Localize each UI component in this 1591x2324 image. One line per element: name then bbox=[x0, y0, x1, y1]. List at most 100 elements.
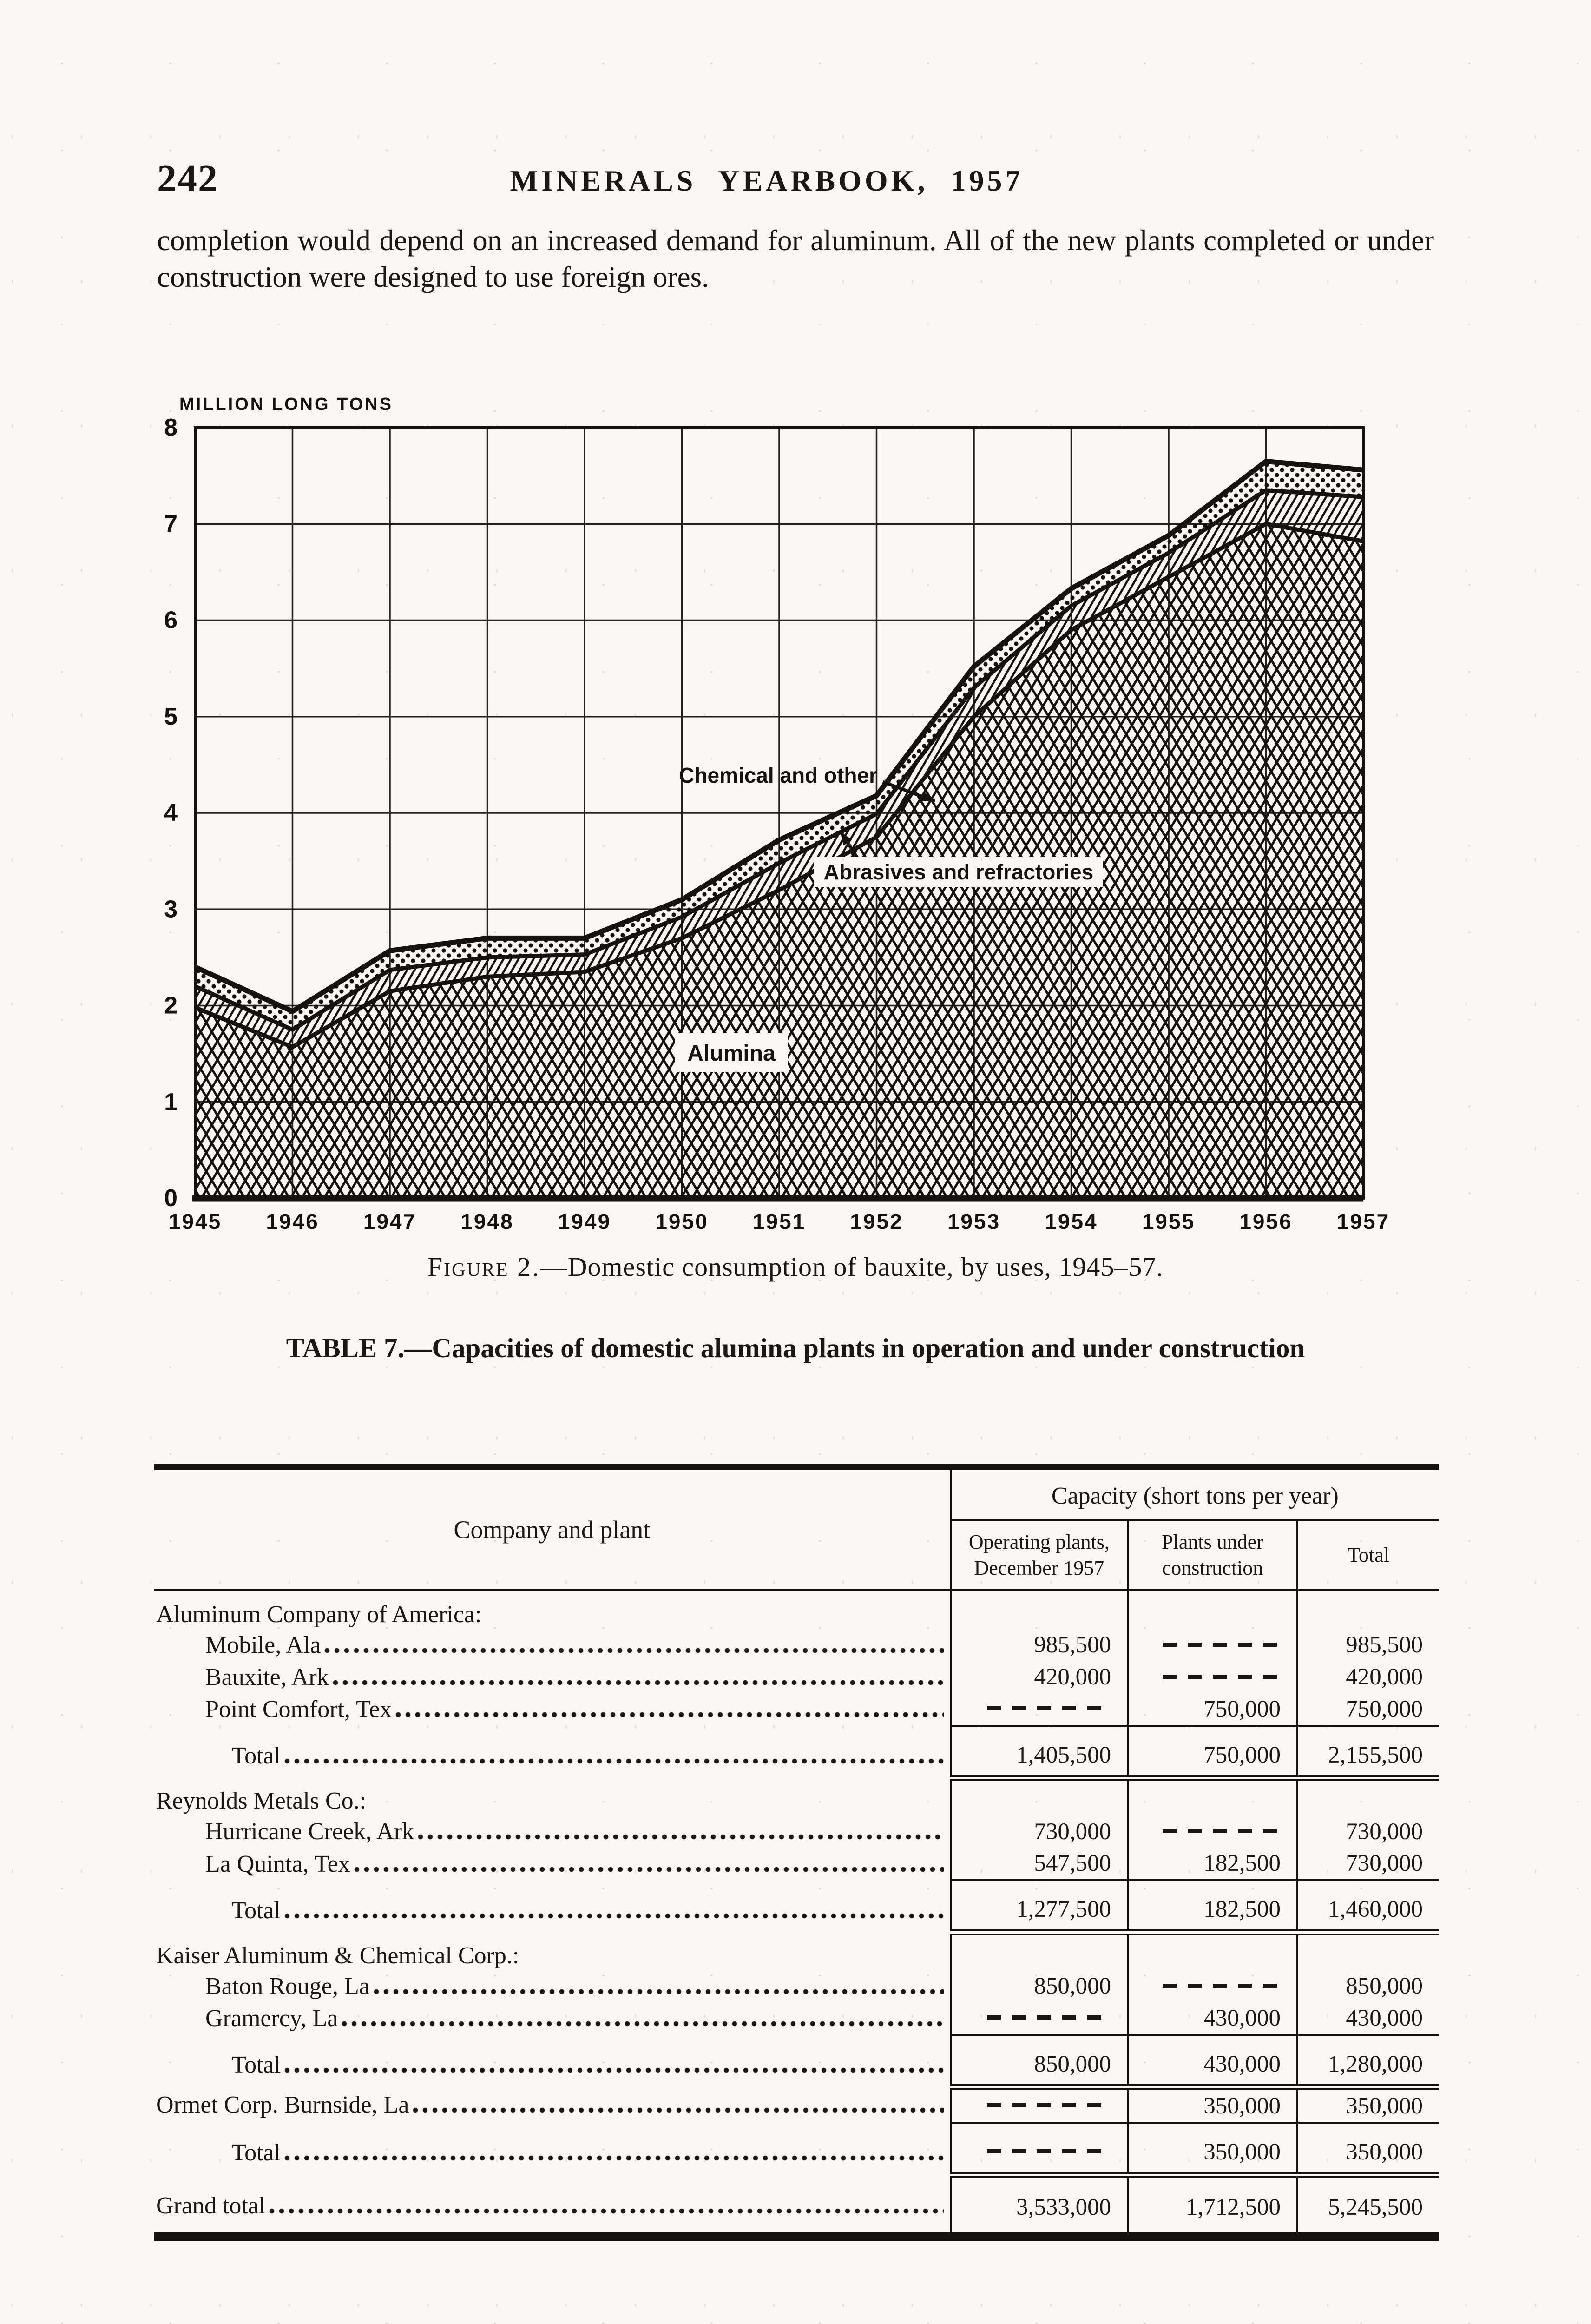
x-tick-label: 1946 bbox=[266, 1209, 319, 1234]
cell-under-construction: 430,000 bbox=[1127, 2034, 1297, 2087]
cell-company: Mobile, Ala bbox=[154, 1629, 951, 1661]
table-row: La Quinta, Tex 547,500 182,500 730,000 bbox=[154, 1848, 1439, 1881]
cell-company: Hurricane Creek, Ark bbox=[154, 1816, 951, 1848]
cell-operating: 3,533,000 bbox=[949, 2172, 1128, 2237]
cell-under-construction bbox=[1127, 1929, 1297, 1970]
cell-total: 420,000 bbox=[1296, 1661, 1439, 1693]
table-header-row-group: Company and plant Capacity (short tons p… bbox=[154, 1467, 1439, 1591]
dotted-leader bbox=[324, 1647, 944, 1653]
row-label: Baton Rouge, La bbox=[205, 1973, 370, 2000]
abrasives-and-refractories-label: Abrasives and refractories bbox=[824, 860, 1093, 884]
cell-total: 2,155,500 bbox=[1296, 1724, 1439, 1778]
cell-operating bbox=[949, 1693, 1128, 1726]
arrowhead bbox=[920, 792, 935, 801]
table-row: Bauxite, Ark 420,000 420,000 bbox=[154, 1661, 1439, 1693]
figure-caption: Figure 2.—Domestic consumption of bauxit… bbox=[0, 1251, 1591, 1282]
row-label: Gramercy, La bbox=[205, 2005, 338, 2032]
dotted-leader bbox=[418, 1834, 944, 1840]
cell-company: La Quinta, Tex bbox=[154, 1848, 951, 1880]
cell-total: 1,280,000 bbox=[1296, 2034, 1439, 2087]
cell-company: Aluminum Company of America: bbox=[154, 1590, 951, 1629]
cell-total: 985,500 bbox=[1296, 1629, 1439, 1661]
no-data-dash bbox=[987, 2015, 1111, 2020]
cell-operating: 850,000 bbox=[949, 2034, 1128, 2087]
bauxite-consumption-stacked-area-chart: MILLION LONG TONS 0 1 2 3 4 5 6 7 8 1945 1946 1947 19… bbox=[164, 395, 1388, 1234]
row-label: Reynolds Metals Co.: bbox=[156, 1788, 367, 1815]
cell-company: Total bbox=[154, 2035, 951, 2087]
table-row: Baton Rouge, La 850,000 850,000 bbox=[154, 1970, 1439, 2002]
y-tick-label: 6 bbox=[164, 607, 178, 634]
col-header-total: Total bbox=[1296, 1520, 1439, 1591]
dotted-leader bbox=[373, 1988, 944, 1994]
cell-under-construction bbox=[1127, 1661, 1297, 1693]
x-tick-label: 1950 bbox=[655, 1209, 708, 1234]
table-title-prefix: TABLE 7. bbox=[286, 1333, 405, 1363]
dotted-leader bbox=[269, 2208, 944, 2214]
cell-operating: 730,000 bbox=[949, 1816, 1128, 1848]
boundary-line bbox=[194, 488, 1364, 1032]
table-row-total: Total 850,000 430,000 1,280,000 bbox=[154, 2034, 1439, 2087]
cell-operating bbox=[949, 2121, 1128, 2175]
cell-company: Total bbox=[154, 2123, 951, 2175]
boundary-line bbox=[194, 458, 1364, 1015]
area-alumina bbox=[195, 524, 1363, 1198]
no-data-dash bbox=[1162, 1642, 1281, 1647]
table-row: Gramercy, La 430,000 430,000 bbox=[154, 2002, 1439, 2035]
table-row: Aluminum Company of America: bbox=[154, 1590, 1439, 1629]
cell-under-construction bbox=[1127, 1629, 1297, 1661]
table-row: Ormet Corp. Burnside, La 350,000 350,000 bbox=[154, 2084, 1439, 2123]
x-tick-label: 1949 bbox=[558, 1209, 611, 1234]
no-data-dash bbox=[1162, 1829, 1281, 1834]
cell-under-construction: 182,500 bbox=[1127, 1879, 1297, 1933]
running-title: MINERALS YEARBOOK, 1957 bbox=[510, 164, 1024, 197]
row-label: Ormet Corp. Burnside, La bbox=[156, 2091, 409, 2118]
row-label: Total bbox=[231, 1897, 281, 1924]
row-label: Aluminum Company of America: bbox=[156, 1601, 482, 1628]
dotted-leader bbox=[342, 2021, 944, 2027]
cell-operating: 850,000 bbox=[949, 1970, 1128, 2002]
page-number: 242 bbox=[157, 157, 218, 200]
boundary-line bbox=[194, 522, 1364, 1050]
cell-operating: 420,000 bbox=[949, 1661, 1128, 1693]
cell-operating bbox=[949, 2084, 1128, 2123]
cell-operating: 547,500 bbox=[949, 1848, 1128, 1881]
dotted-leader bbox=[413, 2107, 944, 2113]
cell-company: Total bbox=[154, 1726, 951, 1778]
table-row: Mobile, Ala 985,500 985,500 bbox=[154, 1629, 1439, 1661]
table-row-total: Total 1,405,500 750,000 2,155,500 bbox=[154, 1724, 1439, 1778]
no-data-dash bbox=[987, 1706, 1111, 1711]
y-tick-label: 8 bbox=[164, 414, 178, 441]
cell-company: Ormet Corp. Burnside, La bbox=[154, 2087, 951, 2123]
no-data-dash bbox=[987, 2103, 1111, 2108]
cell-under-construction: 750,000 bbox=[1127, 1693, 1297, 1726]
figure-caption-text: —Domestic consumption of bauxite, by use… bbox=[540, 1252, 1164, 1282]
cell-operating bbox=[949, 1775, 1128, 1816]
x-tick-label: 1954 bbox=[1045, 1209, 1098, 1234]
x-tick-label: 1947 bbox=[363, 1209, 416, 1234]
cell-company: Reynolds Metals Co.: bbox=[154, 1778, 951, 1816]
cell-operating bbox=[949, 1929, 1128, 1970]
cell-operating bbox=[949, 1590, 1128, 1629]
table-row: Point Comfort, Tex 750,000 750,000 bbox=[154, 1693, 1439, 1726]
row-label: Hurricane Creek, Ark bbox=[205, 1818, 414, 1845]
dotted-leader bbox=[284, 2155, 944, 2161]
y-tick-label: 5 bbox=[164, 703, 178, 730]
capacity-table: Company and plant Capacity (short tons p… bbox=[154, 1464, 1439, 2241]
dotted-leader bbox=[284, 1913, 944, 1919]
dotted-leader bbox=[284, 2067, 944, 2073]
cell-company: Point Comfort, Tex bbox=[154, 1693, 951, 1726]
cell-total: 1,460,000 bbox=[1296, 1879, 1439, 1933]
table-title-text: —Capacities of domestic alumina plants i… bbox=[404, 1333, 1305, 1363]
x-tick-label: 1945 bbox=[169, 1209, 222, 1234]
dotted-leader bbox=[395, 1712, 944, 1718]
cell-under-construction: 750,000 bbox=[1127, 1724, 1297, 1778]
table-row: Reynolds Metals Co.: bbox=[154, 1775, 1439, 1816]
row-label: Kaiser Aluminum & Chemical Corp.: bbox=[156, 1942, 519, 1969]
x-tick-label: 1951 bbox=[753, 1209, 806, 1234]
col-header-company: Company and plant bbox=[154, 1467, 951, 1591]
cell-company: Baton Rouge, La bbox=[154, 1970, 951, 2002]
y-tick-label: 2 bbox=[164, 992, 178, 1019]
cell-total: 430,000 bbox=[1296, 2002, 1439, 2035]
dotted-leader bbox=[354, 1866, 944, 1872]
